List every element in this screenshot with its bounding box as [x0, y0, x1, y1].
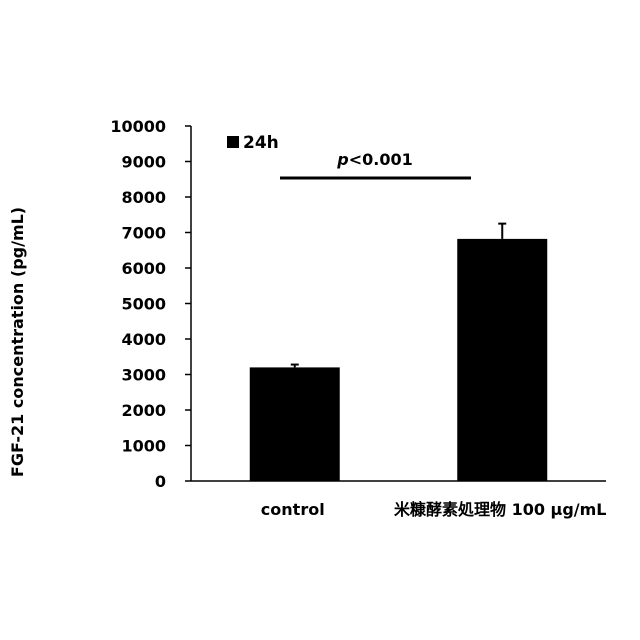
y-tick-label: 8000	[121, 188, 166, 207]
x-tick-label: control	[261, 500, 325, 519]
y-tick-label: 5000	[121, 295, 166, 314]
y-tick-label: 7000	[121, 224, 166, 243]
y-tick-label: 4000	[121, 330, 166, 349]
p-value-label: p<0.001	[336, 150, 412, 169]
legend-swatch	[227, 136, 239, 148]
y-tick-label: 6000	[121, 259, 166, 278]
y-tick-label: 10000	[110, 117, 166, 136]
x-tick-labels: control 米糠酵素処理物 100 μg/mL	[261, 500, 607, 519]
p-value-italic: p	[336, 150, 348, 169]
y-tick-label: 3000	[121, 366, 166, 385]
y-tick-label: 9000	[121, 153, 166, 172]
y-tick-label: 2000	[121, 401, 166, 420]
legend-label: 24h	[243, 133, 279, 153]
bar	[250, 367, 340, 481]
significance-annotation: p<0.001	[280, 150, 471, 178]
y-ticks: 0 1000 2000 3000 4000 5000 6000 7000 8000 9000 100…	[110, 117, 191, 491]
y-tick-label: 0	[155, 472, 166, 491]
p-value-rest: <0.001	[349, 150, 413, 169]
y-axis-label: FGF-21 concentration (pg/mL)	[8, 207, 27, 477]
x-tick-label: 米糠酵素処理物 100 μg/mL	[394, 500, 606, 519]
bar	[457, 239, 547, 481]
y-tick-label: 1000	[121, 437, 166, 456]
legend: 24h	[227, 133, 279, 153]
bars	[250, 224, 548, 481]
